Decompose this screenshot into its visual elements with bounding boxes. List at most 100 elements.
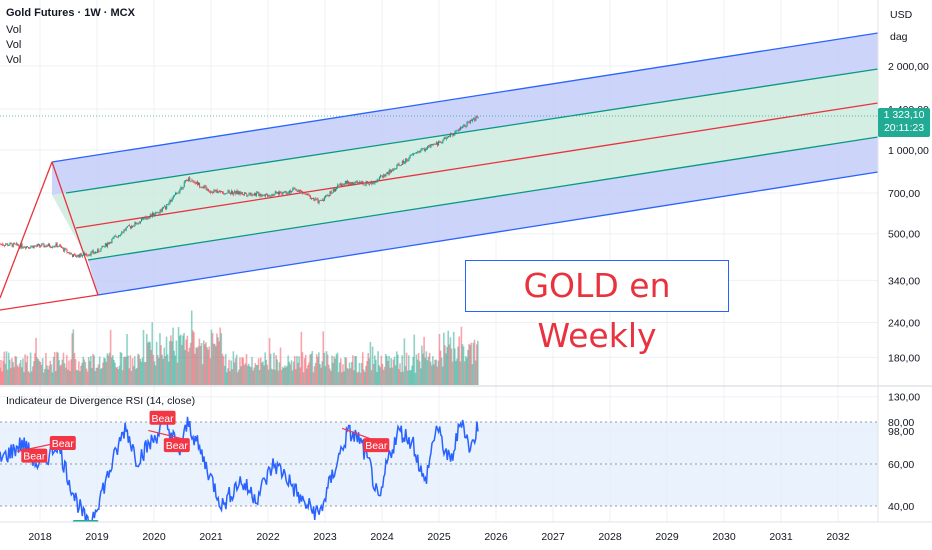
volume-bar: [50, 364, 53, 385]
candle-body: [259, 194, 261, 196]
candle-body: [190, 181, 192, 182]
candle-body: [101, 245, 103, 249]
volume-bar: [3, 351, 6, 385]
candle-body: [419, 150, 421, 153]
volume-bar: [65, 355, 68, 385]
price-tick-label: 130,00: [888, 392, 920, 404]
candle-body: [314, 199, 316, 201]
volume-bar: [103, 357, 105, 385]
volume-bar: [280, 369, 283, 385]
price-axis[interactable]: 2 000,001 400,001 000,00700,00500,00340,…: [888, 61, 929, 438]
candle-body: [424, 149, 426, 151]
volume-bar: [121, 370, 124, 385]
volume-bar: [83, 359, 86, 385]
candle-body: [428, 145, 430, 147]
channel-lower-line[interactable]: [97, 171, 878, 296]
candle-body: [324, 197, 326, 201]
volume-indicator-legend-3[interactable]: Vol: [6, 54, 22, 66]
volume-bar: [15, 356, 18, 385]
volume-bar: [371, 346, 374, 385]
volume-bar: [383, 366, 386, 385]
candle-body: [178, 192, 180, 194]
volume-bar: [438, 333, 441, 385]
annotation-box[interactable]: GOLD en Weekly: [465, 260, 729, 355]
volume-indicator-legend-1[interactable]: Vol: [6, 24, 22, 36]
candle-body: [224, 193, 226, 195]
volume-bar: [200, 343, 203, 385]
volume-bar: [92, 353, 94, 385]
currency-label[interactable]: USD: [890, 9, 913, 21]
candle-body: [271, 194, 273, 196]
volume-bar: [256, 365, 259, 385]
volume-bar: [313, 366, 316, 385]
price-tick-label: 500,00: [888, 229, 920, 241]
volume-bar: [67, 369, 69, 385]
candle-body: [408, 157, 410, 161]
volume-indicator-legend-2[interactable]: Vol: [6, 39, 22, 51]
volume-bar: [420, 368, 422, 385]
candle-body: [165, 206, 167, 209]
volume-bar: [304, 354, 307, 385]
candle-body: [62, 247, 64, 249]
candle-body: [160, 209, 162, 212]
channel-upper-inner-line[interactable]: [65, 68, 878, 194]
volume-bar: [467, 349, 469, 385]
volume-bar: [131, 358, 134, 385]
candle-body: [174, 192, 176, 196]
volume-bar: [138, 354, 140, 385]
channel-lower-inner-line[interactable]: [87, 136, 878, 261]
volume-bar: [210, 329, 213, 385]
volume-bar: [309, 354, 311, 385]
time-axis[interactable]: 2018 2019 2020 2021 2022 2023 2024 2025 2026 2027…: [28, 531, 850, 543]
candle-body: [240, 192, 242, 195]
candle-body: [133, 225, 135, 227]
candle-body: [132, 225, 134, 227]
candle-body: [10, 243, 12, 244]
volume-bar: [133, 356, 136, 385]
candle-body: [205, 186, 207, 190]
candle-body: [421, 148, 423, 150]
pitchfork-handle-a[interactable]: [0, 161, 53, 299]
candle-body: [92, 250, 94, 254]
candle-body: [415, 152, 417, 154]
rsi-indicator-title[interactable]: Indicateur de Divergence RSI (14, close): [6, 395, 196, 407]
candle-body: [445, 137, 447, 139]
volume-bar: [268, 338, 271, 385]
volume-bar: [12, 362, 14, 385]
volume-bar: [361, 352, 364, 385]
candle-body: [153, 212, 155, 216]
symbol-title[interactable]: Gold Futures · 1W · MCX: [6, 7, 135, 19]
volume-bar: [326, 354, 329, 385]
rsi-axis[interactable]: 80,00 60,00 40,00: [888, 417, 914, 513]
volume-bar: [410, 369, 412, 385]
candle-body: [99, 251, 101, 253]
candle-body: [32, 245, 34, 249]
candle-body: [34, 245, 36, 247]
volume-bar: [201, 364, 204, 385]
pitchfork-handle-b[interactable]: [51, 161, 99, 296]
volume-bar: [357, 371, 360, 385]
candle-body: [281, 192, 283, 195]
candle-body: [45, 245, 47, 247]
unit-label[interactable]: dag: [890, 31, 908, 43]
volume-bar: [177, 327, 180, 385]
volume-bar: [287, 355, 289, 385]
channel-median-line[interactable]: [75, 102, 878, 229]
bear-label: Bear: [151, 413, 174, 425]
volume-bar: [435, 359, 437, 385]
candle-body: [11, 243, 13, 247]
pitchfork-handle-c[interactable]: [0, 294, 99, 311]
volume-bar: [264, 352, 266, 385]
candle-body: [416, 152, 418, 154]
volume-bar: [107, 355, 110, 385]
volume-bar: [161, 354, 163, 385]
volume-bar: [188, 347, 191, 385]
candle-body: [0, 243, 1, 245]
candle-body: [202, 186, 204, 189]
volume-bar: [315, 354, 318, 385]
candle-body: [394, 168, 396, 170]
volume-bar: [360, 363, 363, 385]
volume-bar: [221, 353, 224, 385]
channel-upper-line[interactable]: [51, 32, 878, 163]
